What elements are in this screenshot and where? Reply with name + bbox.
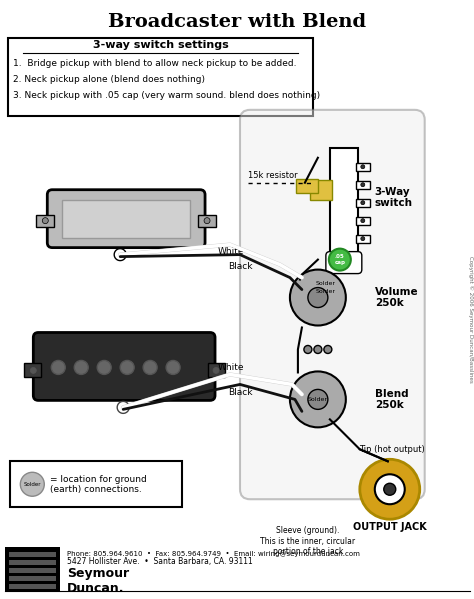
FancyBboxPatch shape (47, 190, 205, 247)
Bar (356, 163, 370, 171)
Text: Solder: Solder (316, 281, 336, 286)
Text: 3-Way
switch: 3-Way switch (375, 187, 413, 208)
Circle shape (308, 389, 328, 409)
Text: Broadcaster with Blend: Broadcaster with Blend (108, 13, 366, 31)
Circle shape (290, 371, 346, 427)
Bar (356, 235, 370, 243)
Bar (9, 552, 56, 557)
Text: Solder: Solder (316, 289, 336, 294)
Circle shape (361, 219, 365, 223)
Text: OUTPUT JACK: OUTPUT JACK (353, 522, 427, 532)
Circle shape (213, 367, 219, 373)
Circle shape (361, 183, 365, 187)
Bar (356, 199, 370, 207)
Bar (62, 199, 190, 238)
Text: Copyright © 2006 Seymour Duncan/Basslines: Copyright © 2006 Seymour Duncan/Bassline… (468, 256, 474, 383)
Circle shape (290, 270, 346, 325)
Text: White: White (218, 363, 245, 372)
Bar (24, 364, 41, 377)
Circle shape (97, 361, 111, 374)
Text: 15k resistor: 15k resistor (248, 171, 298, 180)
Text: Solder: Solder (24, 482, 41, 487)
Circle shape (74, 361, 88, 374)
Text: Blend
250k: Blend 250k (375, 389, 409, 410)
Circle shape (30, 367, 36, 373)
Circle shape (166, 361, 180, 374)
Circle shape (51, 361, 65, 374)
Bar (356, 181, 370, 189)
Text: Solder: Solder (308, 397, 328, 402)
Bar (36, 214, 55, 226)
Bar (310, 180, 332, 199)
Text: .05
cap: .05 cap (334, 254, 346, 265)
Circle shape (308, 288, 328, 307)
Bar (9, 560, 56, 565)
Bar (9, 568, 56, 573)
Circle shape (375, 474, 405, 504)
Circle shape (384, 483, 396, 495)
Bar (9, 38, 313, 116)
Circle shape (304, 346, 312, 353)
Circle shape (314, 346, 322, 353)
Circle shape (360, 459, 419, 519)
Bar (9, 584, 56, 589)
Circle shape (42, 217, 48, 223)
FancyBboxPatch shape (326, 252, 362, 274)
Circle shape (204, 217, 210, 223)
Circle shape (329, 249, 351, 271)
Text: Black: Black (228, 262, 253, 271)
Bar (356, 217, 370, 225)
Bar (330, 148, 358, 258)
Text: Tip (hot output): Tip (hot output) (359, 445, 425, 454)
Text: 3. Neck pickup with .05 cap (very warm sound. blend does nothing): 3. Neck pickup with .05 cap (very warm s… (13, 92, 320, 101)
Bar (9, 576, 56, 581)
Circle shape (324, 346, 332, 353)
Circle shape (20, 472, 44, 496)
Circle shape (361, 201, 365, 205)
Text: Phone: 805.964.9610  •  Fax: 805.964.9749  •  Email: wiring@seymourduncan.com: Phone: 805.964.9610 • Fax: 805.964.9749 … (67, 550, 360, 556)
Bar (5, 547, 60, 591)
Text: Volume
250k: Volume 250k (375, 287, 419, 308)
Bar (296, 179, 318, 193)
Text: 5427 Hollister Ave.  •  Santa Barbara, CA. 93111: 5427 Hollister Ave. • Santa Barbara, CA.… (67, 556, 253, 565)
Circle shape (120, 361, 134, 374)
Circle shape (361, 165, 365, 169)
Text: 2. Neck pickup alone (blend does nothing): 2. Neck pickup alone (blend does nothing… (13, 75, 205, 84)
Text: Seymour
Duncan.: Seymour Duncan. (67, 567, 129, 595)
FancyBboxPatch shape (240, 110, 425, 499)
Bar (10, 461, 182, 507)
Text: = location for ground
(earth) connections.: = location for ground (earth) connection… (50, 474, 147, 494)
Text: White: White (218, 247, 245, 256)
Text: Black: Black (228, 388, 253, 397)
Circle shape (361, 237, 365, 241)
Bar (208, 364, 225, 377)
Text: 3-way switch settings: 3-way switch settings (93, 40, 228, 50)
Text: Sleeve (ground).
This is the inner, circular
portion of the jack: Sleeve (ground). This is the inner, circ… (260, 527, 356, 556)
Text: 1.  Bridge pickup with blend to allow neck pickup to be added.: 1. Bridge pickup with blend to allow nec… (13, 59, 297, 68)
Bar (198, 214, 216, 226)
FancyBboxPatch shape (33, 332, 215, 400)
Circle shape (143, 361, 157, 374)
